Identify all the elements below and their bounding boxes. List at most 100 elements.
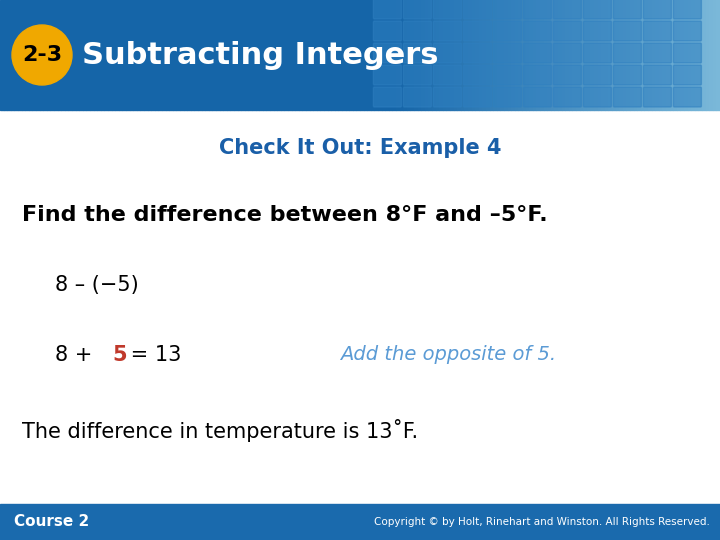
- Bar: [446, 0, 450, 110]
- FancyBboxPatch shape: [554, 87, 582, 107]
- Bar: [187, 0, 191, 110]
- Bar: [94, 0, 97, 110]
- Bar: [695, 0, 698, 110]
- FancyBboxPatch shape: [523, 87, 552, 107]
- Bar: [511, 0, 515, 110]
- Bar: [644, 0, 648, 110]
- Bar: [36, 0, 40, 110]
- Text: 2-3: 2-3: [22, 45, 62, 65]
- Bar: [410, 0, 414, 110]
- FancyBboxPatch shape: [493, 87, 521, 107]
- Bar: [500, 0, 504, 110]
- Bar: [252, 0, 256, 110]
- Bar: [230, 0, 234, 110]
- Bar: [454, 0, 457, 110]
- Bar: [536, 0, 540, 110]
- Bar: [554, 0, 558, 110]
- Bar: [173, 0, 176, 110]
- Bar: [529, 0, 533, 110]
- Bar: [616, 0, 619, 110]
- Bar: [425, 0, 428, 110]
- Bar: [493, 0, 497, 110]
- FancyBboxPatch shape: [523, 43, 552, 63]
- Bar: [464, 0, 468, 110]
- Bar: [662, 0, 666, 110]
- Bar: [7, 0, 11, 110]
- FancyBboxPatch shape: [523, 65, 552, 85]
- Bar: [389, 0, 392, 110]
- Bar: [112, 0, 115, 110]
- FancyBboxPatch shape: [613, 0, 642, 19]
- Bar: [349, 0, 353, 110]
- Bar: [256, 0, 259, 110]
- Bar: [158, 0, 162, 110]
- Bar: [299, 0, 302, 110]
- Bar: [209, 0, 212, 110]
- FancyBboxPatch shape: [493, 65, 521, 85]
- Bar: [612, 0, 616, 110]
- Bar: [288, 0, 292, 110]
- Bar: [353, 0, 356, 110]
- FancyBboxPatch shape: [374, 0, 402, 19]
- Bar: [79, 0, 83, 110]
- Bar: [220, 0, 223, 110]
- Bar: [670, 0, 673, 110]
- Bar: [346, 0, 349, 110]
- FancyBboxPatch shape: [374, 43, 402, 63]
- Bar: [169, 0, 173, 110]
- Bar: [504, 0, 508, 110]
- Bar: [234, 0, 238, 110]
- Bar: [68, 0, 72, 110]
- Bar: [14, 0, 18, 110]
- FancyBboxPatch shape: [403, 65, 431, 85]
- Bar: [598, 0, 601, 110]
- Bar: [22, 0, 25, 110]
- Bar: [374, 0, 378, 110]
- Bar: [457, 0, 461, 110]
- Bar: [130, 0, 133, 110]
- Bar: [634, 0, 637, 110]
- FancyBboxPatch shape: [583, 87, 611, 107]
- FancyBboxPatch shape: [583, 43, 611, 63]
- Bar: [562, 0, 565, 110]
- Bar: [126, 0, 130, 110]
- Bar: [140, 0, 144, 110]
- Bar: [266, 0, 270, 110]
- Bar: [306, 0, 310, 110]
- Bar: [421, 0, 425, 110]
- FancyBboxPatch shape: [374, 65, 402, 85]
- Bar: [558, 0, 562, 110]
- Bar: [655, 0, 659, 110]
- Bar: [659, 0, 662, 110]
- Bar: [151, 0, 155, 110]
- Text: Find the difference between 8°F and –5°F.: Find the difference between 8°F and –5°F…: [22, 205, 548, 225]
- Bar: [0, 0, 4, 110]
- Bar: [83, 0, 86, 110]
- Bar: [360, 0, 364, 110]
- Bar: [594, 0, 598, 110]
- Bar: [439, 0, 443, 110]
- Bar: [637, 0, 641, 110]
- FancyBboxPatch shape: [464, 21, 492, 41]
- Bar: [547, 0, 551, 110]
- Bar: [155, 0, 158, 110]
- Bar: [317, 0, 320, 110]
- FancyBboxPatch shape: [644, 87, 672, 107]
- FancyBboxPatch shape: [433, 43, 462, 63]
- Bar: [133, 0, 137, 110]
- FancyBboxPatch shape: [673, 21, 701, 41]
- Bar: [302, 0, 306, 110]
- Bar: [76, 0, 79, 110]
- Bar: [709, 0, 713, 110]
- Text: 8 – (−5): 8 – (−5): [55, 275, 139, 295]
- Bar: [184, 0, 187, 110]
- Bar: [54, 0, 58, 110]
- Bar: [540, 0, 544, 110]
- Bar: [482, 0, 486, 110]
- Bar: [490, 0, 493, 110]
- Bar: [605, 0, 608, 110]
- Bar: [328, 0, 331, 110]
- Text: Course 2: Course 2: [14, 515, 89, 530]
- Bar: [212, 0, 216, 110]
- Bar: [292, 0, 295, 110]
